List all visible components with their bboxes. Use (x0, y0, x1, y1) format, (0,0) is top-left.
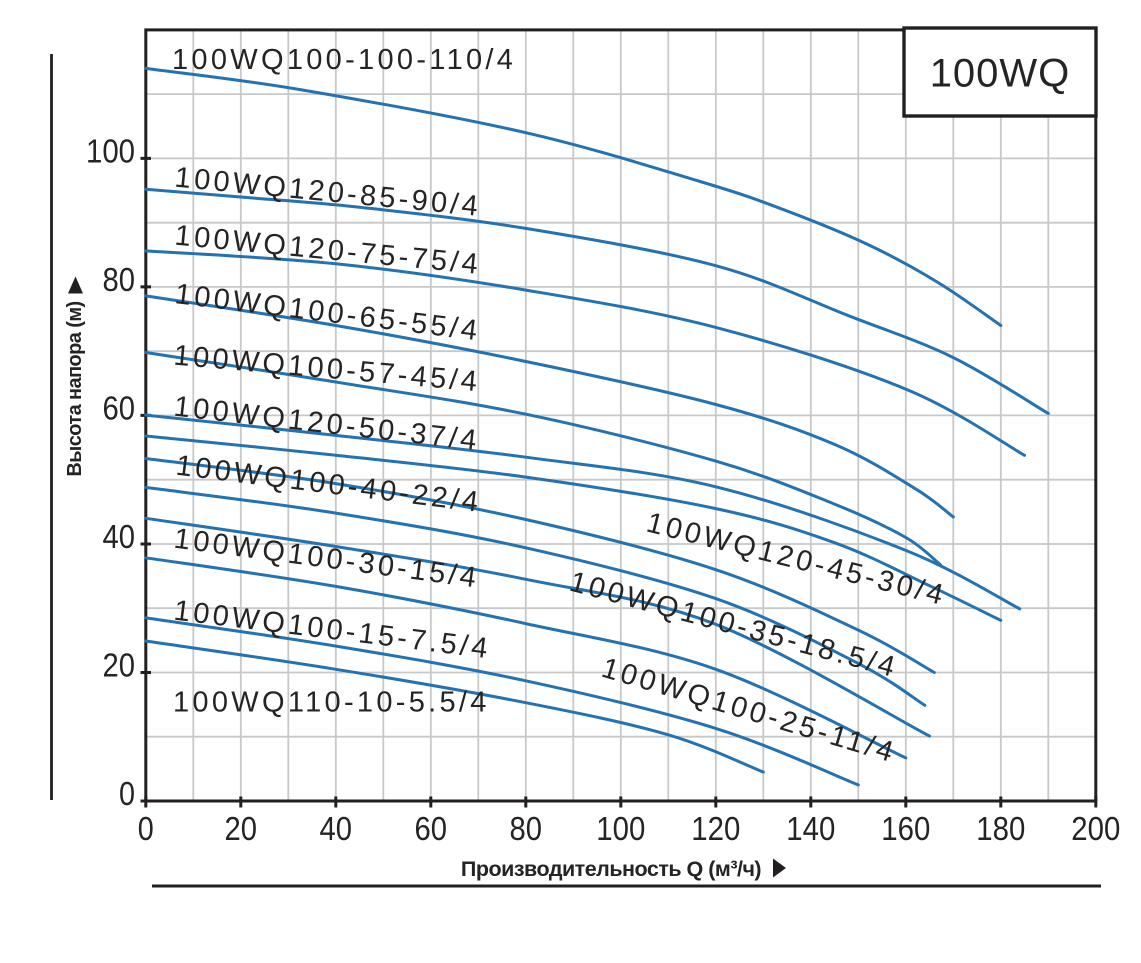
svg-text:0: 0 (119, 775, 135, 812)
svg-text:40: 40 (320, 810, 353, 847)
svg-text:200: 200 (1071, 810, 1120, 847)
svg-text:80: 80 (103, 261, 136, 298)
svg-text:100WQ100-100-110/4: 100WQ100-100-110/4 (172, 44, 516, 76)
svg-text:20: 20 (103, 647, 136, 684)
svg-text:40: 40 (103, 518, 136, 555)
svg-text:100: 100 (86, 132, 135, 169)
svg-text:100WQ: 100WQ (930, 52, 1071, 96)
svg-text:80: 80 (510, 810, 543, 847)
svg-text:0: 0 (138, 810, 154, 847)
svg-text:60: 60 (103, 389, 136, 426)
svg-text:100: 100 (596, 810, 645, 847)
svg-text:180: 180 (976, 810, 1025, 847)
svg-text:Производительность Q (м³/ч): Производительность Q (м³/ч) (461, 857, 762, 881)
svg-text:120: 120 (691, 810, 740, 847)
svg-text:Высота напора (м): Высота напора (м) (64, 301, 86, 476)
svg-text:100WQ110-10-5.5/4: 100WQ110-10-5.5/4 (173, 687, 490, 719)
svg-text:60: 60 (415, 810, 448, 847)
svg-text:20: 20 (225, 810, 258, 847)
svg-text:140: 140 (786, 810, 835, 847)
svg-text:160: 160 (881, 810, 930, 847)
